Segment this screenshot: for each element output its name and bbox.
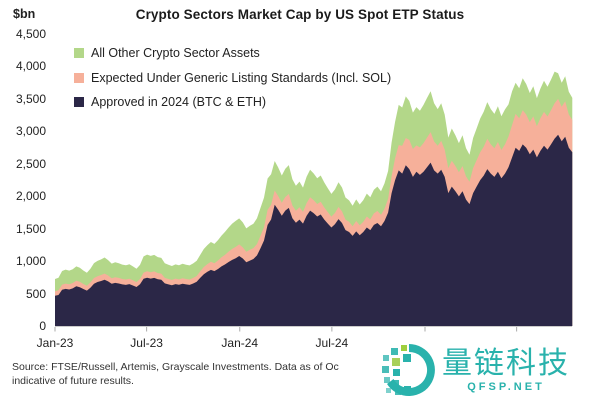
source-note: Source: FTSE/Russell, Artemis, Grayscale… — [12, 361, 600, 388]
watermark: 量链科技 QFSP.NET — [381, 339, 600, 401]
legend-swatch-salmon — [74, 72, 84, 83]
source-line-2: indicative of future results. — [12, 374, 134, 387]
legend-swatch-navy — [74, 97, 84, 108]
y-tick-label: 3,500 — [15, 91, 46, 106]
x-tick-label: Jul-24 — [315, 336, 349, 350]
y-tick-label: 0 — [39, 319, 46, 333]
watermark-brand: 量链科技 — [442, 346, 570, 380]
x-tick-label: Jan-23 — [36, 336, 74, 350]
x-tick-label: Jan-24 — [221, 336, 259, 350]
y-tick-label: 2,500 — [15, 156, 46, 171]
y-tick-label: 4,500 — [15, 27, 46, 41]
y-tick-label: 3,000 — [15, 124, 46, 139]
area-series-0 — [55, 134, 573, 326]
y-tick-label: 1,000 — [15, 254, 46, 269]
area-layers — [55, 71, 573, 327]
y-tick-label: 1,500 — [15, 221, 46, 236]
y-tick-label: 2,000 — [15, 189, 46, 204]
legend-label: Expected Under Generic Listing Standards… — [91, 70, 392, 85]
legend: All Other Crypto Sector Assets Expected … — [74, 41, 391, 115]
legend-label: Approved in 2024 (BTC & ETH) — [91, 95, 267, 110]
y-axis-unit: $bn — [13, 7, 36, 21]
chart-title: Crypto Sectors Market Cap by US Spot ETP… — [135, 7, 465, 22]
legend-label: All Other Crypto Sector Assets — [91, 46, 260, 61]
watermark-logo — [382, 344, 435, 396]
legend-item: All Other Crypto Sector Assets — [74, 41, 391, 66]
legend-swatch-green — [74, 48, 84, 59]
watermark-text: 量链科技 QFSP.NET — [442, 346, 570, 393]
y-tick-label: 4,000 — [15, 59, 46, 74]
y-tick-label: 500 — [25, 286, 46, 301]
x-tick-marks — [54, 327, 518, 332]
legend-item: Approved in 2024 (BTC & ETH) — [74, 90, 391, 115]
source-line-1: Source: FTSE/Russell, Artemis, Grayscale… — [12, 361, 339, 373]
legend-item: Expected Under Generic Listing Standards… — [74, 66, 391, 91]
x-tick-label: Jul-23 — [130, 336, 163, 350]
watermark-site: QFSP.NET — [467, 380, 545, 393]
